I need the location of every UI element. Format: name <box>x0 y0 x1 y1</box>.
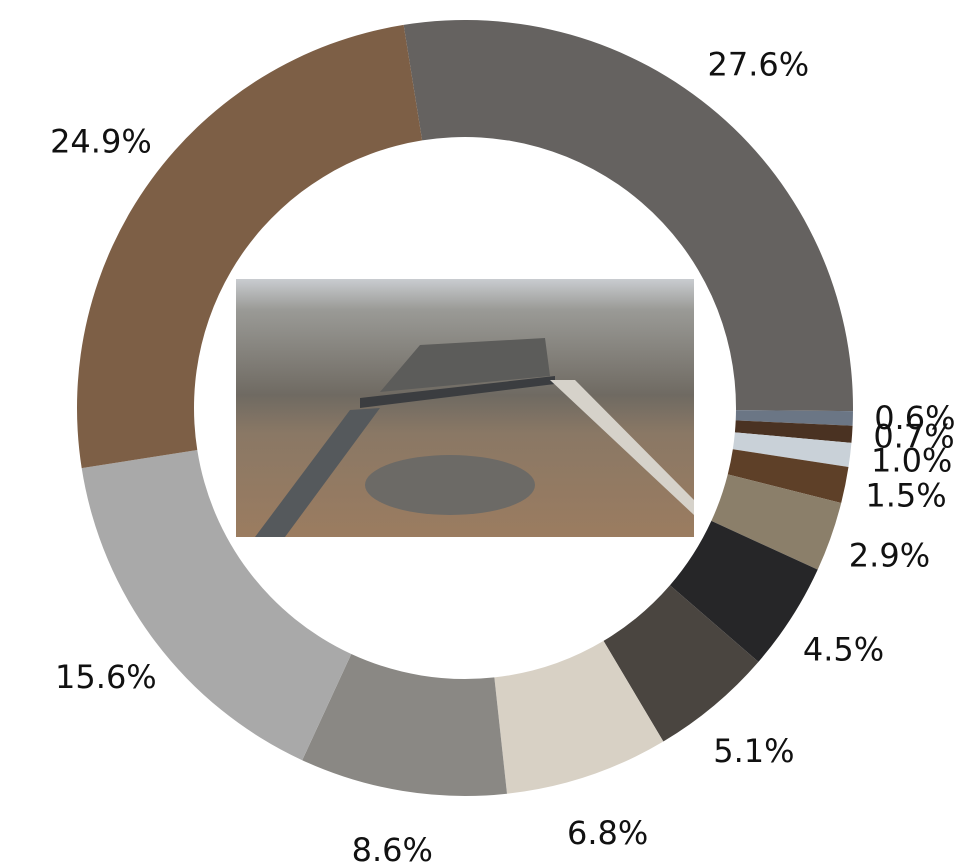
wedge <box>302 653 507 796</box>
wedge <box>494 640 664 794</box>
value-label: 5.1% <box>713 732 794 770</box>
wedge <box>403 19 853 412</box>
value-label: 27.6% <box>707 46 809 84</box>
photo-wall <box>255 408 380 537</box>
wedge <box>77 24 423 469</box>
value-label: 4.5% <box>803 630 884 668</box>
wedge <box>727 449 849 503</box>
wedge <box>711 474 842 570</box>
wedge <box>735 410 853 426</box>
photo-channel <box>380 338 550 392</box>
center-photo <box>236 279 694 537</box>
value-label: 0.7% <box>873 417 954 455</box>
wedge <box>734 420 853 443</box>
value-label: 1.5% <box>865 476 946 514</box>
wedge <box>669 520 818 662</box>
photo-wall <box>550 380 694 515</box>
value-label: 2.9% <box>849 536 930 574</box>
wedge <box>81 450 352 761</box>
value-label: 6.8% <box>567 814 648 852</box>
donut <box>77 19 853 796</box>
value-label: 24.9% <box>50 123 152 161</box>
photo-rocks <box>365 455 535 515</box>
labels: 27.6% 0.6%0.7%1.0%1.5% 2.9% 4.5% 5.1% 6.8% 8.6… <box>50 46 955 864</box>
value-label: 15.6% <box>55 658 157 696</box>
value-label: 0.6% <box>874 399 955 437</box>
value-label: 8.6% <box>352 831 433 864</box>
wedge <box>603 585 759 742</box>
photo-bridge <box>360 376 555 408</box>
value-label: 1.0% <box>871 441 952 479</box>
wedge <box>732 432 852 468</box>
